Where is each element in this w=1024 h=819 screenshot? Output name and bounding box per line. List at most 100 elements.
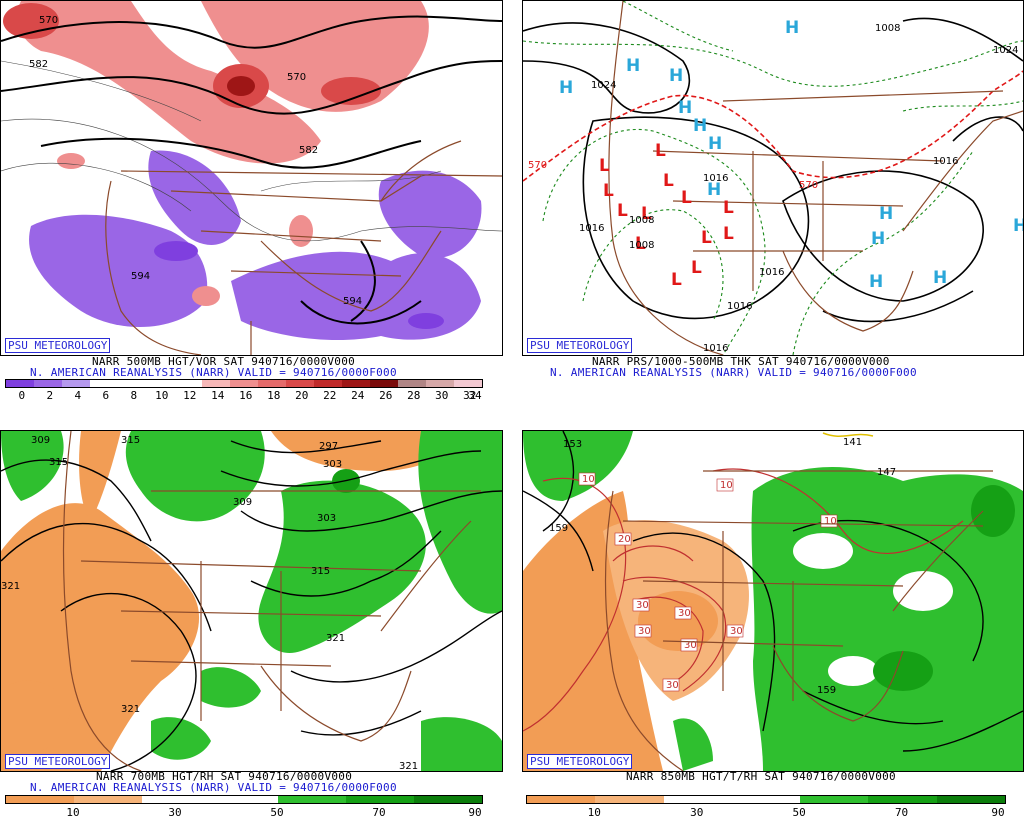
colorbar-swatch: [34, 380, 62, 387]
contour-label: 321: [1, 581, 20, 592]
colorbar-tick-label: 24: [351, 389, 365, 402]
contour-label: 570: [287, 72, 306, 83]
contour-label: 570: [39, 15, 58, 26]
colorbar-swatch: [174, 380, 202, 387]
contour-label: 594: [131, 271, 150, 282]
low-pressure-icon: L: [655, 141, 666, 161]
low-pressure-icon: L: [635, 234, 646, 254]
colorbar-swatch: [62, 380, 90, 387]
colorbar-tick-label: 70: [372, 806, 386, 819]
high-pressure-icon: H: [678, 98, 692, 118]
low-pressure-icon: L: [681, 188, 692, 208]
contour-label: 147: [877, 467, 896, 478]
contour-label: 1016: [727, 301, 752, 312]
contour-label: 570: [799, 180, 818, 191]
contour-label: 315: [121, 435, 140, 446]
colorbar-tick-label: 30: [435, 389, 449, 402]
psu-badge: PSU METEOROLOGY: [527, 338, 633, 353]
contour-label: 1008: [629, 215, 654, 226]
low-pressure-icon: L: [671, 270, 682, 290]
colorbar-swatch: [936, 796, 1005, 803]
colorbar-tick-label: 10: [66, 806, 80, 819]
colorbar-swatch: [414, 796, 482, 803]
high-pressure-icon: H: [1013, 216, 1023, 236]
temp-label: 30: [684, 640, 697, 651]
contour-label: 582: [299, 145, 318, 156]
colorbar-swatch: [346, 796, 414, 803]
colorbar: [526, 795, 1006, 804]
colorbar-swatch: [6, 380, 34, 387]
contour-label: 303: [317, 513, 336, 524]
psu-badge: PSU METEOROLOGY: [5, 338, 111, 353]
caption-title: NARR 850MB HGT/T/RH SAT 940716/0000V000: [626, 770, 896, 783]
high-pressure-icon: H: [669, 66, 683, 86]
colorbar-tick-label: 90: [468, 806, 482, 819]
contour-label: 315: [49, 457, 68, 468]
colorbar-tick-label: 2: [46, 389, 54, 402]
colorbar-tick-label: 30: [690, 806, 704, 819]
contour-label: 159: [549, 523, 568, 534]
contour-label: 1008: [875, 23, 900, 34]
colorbar-swatch: [731, 796, 801, 803]
high-pressure-icon: H: [559, 78, 573, 98]
contour-label: 309: [31, 435, 50, 446]
low-pressure-icon: L: [701, 228, 712, 248]
contour-label: 1024: [993, 45, 1018, 56]
colorbar-tick-label: 18: [267, 389, 281, 402]
low-pressure-icon: L: [603, 181, 614, 201]
colorbar-swatch: [6, 796, 74, 803]
psu-badge: PSU METEOROLOGY: [5, 754, 111, 769]
colorbar-swatch: [230, 380, 258, 387]
colorbar-swatch: [210, 796, 278, 803]
low-pressure-icon: L: [723, 224, 734, 244]
map-700mb-rh: 309 315 315 297 303 309 303 315 321 321 …: [0, 430, 503, 772]
contour-label: 594: [343, 296, 362, 307]
temp-label: 30: [636, 600, 649, 611]
colorbar: [5, 795, 483, 804]
contour-label: 297: [319, 441, 338, 452]
colorbar-tick-label: 20: [295, 389, 309, 402]
high-pressure-icon: H: [785, 18, 799, 38]
colorbar-tick-label: 8: [130, 389, 138, 402]
caption-title: NARR PRS/1000-500MB THK SAT 940716/0000V…: [592, 355, 890, 368]
contour-label: 570: [528, 160, 547, 171]
colorbar-tick-label: 90: [991, 806, 1005, 819]
high-pressure-icon: H: [708, 134, 722, 154]
map-pressure-thickness: H H H H H H H H H H H H H L L L L L L L: [522, 0, 1024, 356]
low-pressure-icon: L: [641, 204, 652, 224]
colorbar-tick-label: 16: [239, 389, 253, 402]
low-pressure-icon: L: [617, 201, 628, 221]
colorbar-tick-label: 28: [407, 389, 421, 402]
high-pressure-icon: H: [879, 204, 893, 224]
colorbar-ticks: 10 30 50 70 90: [5, 806, 482, 819]
contour-label: 159: [817, 685, 836, 696]
high-pressure-icon: H: [869, 272, 883, 292]
contour-label: 303: [323, 459, 342, 470]
map-500mb-vorticity: 570 582 570 582 594 594 PSU METEOROLOGY: [0, 0, 503, 356]
panel-500mb-vorticity: 570 582 570 582 594 594 PSU METEOROLOGY …: [0, 0, 505, 402]
colorbar-swatch: [868, 796, 937, 803]
colorbar-ticks: 10 30 50 70 90: [526, 806, 1005, 819]
temp-label: 30: [730, 626, 743, 637]
colorbar-tick-label: 26: [379, 389, 393, 402]
contour-label: 309: [233, 497, 252, 508]
contour-label: 1008: [629, 240, 654, 251]
colorbar-swatch: [398, 380, 426, 387]
temp-label: 30: [666, 680, 679, 691]
contour-label: 141: [843, 437, 862, 448]
colorbar-tick-label: 32: [463, 389, 477, 402]
low-pressure-icon: L: [691, 258, 702, 278]
low-pressure-icon: L: [599, 156, 610, 176]
colorbar-tick-label: 14: [211, 389, 225, 402]
colorbar-swatch: [286, 380, 314, 387]
colorbar-swatch: [342, 380, 370, 387]
contour-label: 321: [121, 704, 140, 715]
colorbar-swatch: [90, 380, 118, 387]
map-850mb-temp-rh: 10 10 10 20 30 30 30 30 30 30: [522, 430, 1024, 772]
panel-700mb-rh: 309 315 315 297 303 309 303 315 321 321 …: [0, 430, 505, 819]
contour-label: 1016: [703, 343, 728, 354]
contour-label: 321: [326, 633, 345, 644]
colorbar-tick-label: 70: [894, 806, 909, 819]
contour-label: 1016: [703, 173, 728, 184]
colorbar-swatch: [527, 796, 596, 803]
